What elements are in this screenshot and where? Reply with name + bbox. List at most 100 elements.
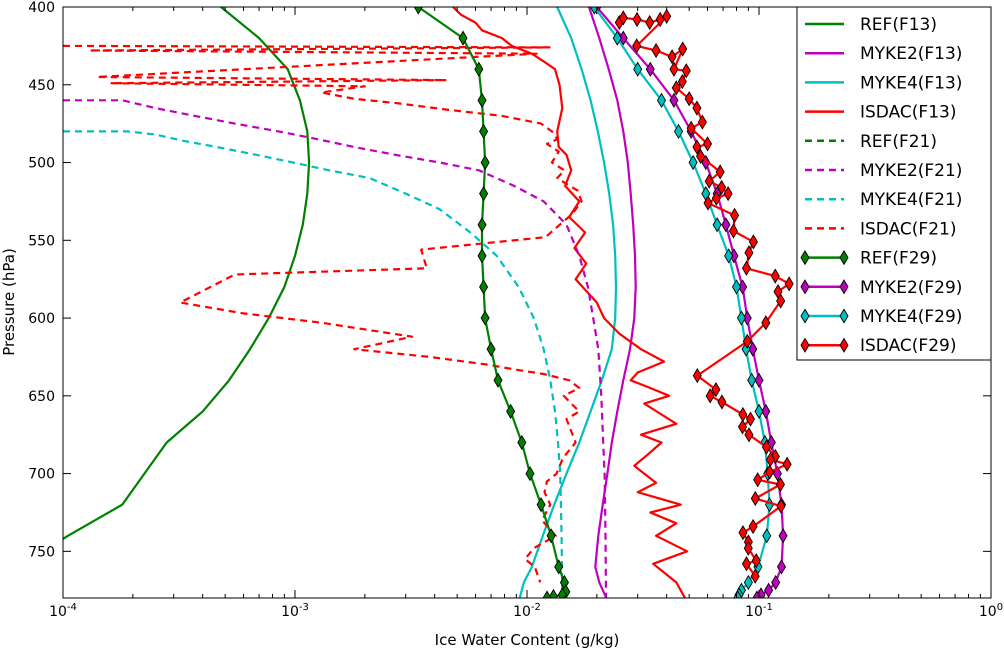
- series-marker: [667, 49, 677, 65]
- series-myke2f21: [63, 99, 608, 598]
- legend-box: [796, 6, 992, 361]
- series-marker: [480, 310, 490, 326]
- series-marker: [632, 38, 642, 54]
- legend-label: REF(F13): [860, 15, 937, 35]
- y-tick-label: 550: [28, 233, 55, 249]
- series-marker: [776, 498, 786, 514]
- series-marker: [751, 553, 761, 569]
- series-marker: [517, 434, 527, 451]
- series-marker: [753, 472, 763, 488]
- series-marker: [741, 260, 751, 276]
- series-marker: [645, 14, 655, 31]
- legend-item: MYKE2(F13): [805, 44, 962, 64]
- series-marker: [704, 173, 714, 189]
- series-marker: [669, 61, 679, 77]
- series-marker: [705, 388, 715, 404]
- x-tick-label: 10-1: [745, 602, 773, 620]
- series-marker: [684, 91, 694, 107]
- legend-label: MYKE4(F29): [860, 307, 962, 327]
- series-marker: [645, 61, 655, 77]
- series-marker: [692, 139, 702, 155]
- legend-item: ISDAC(F29): [800, 336, 956, 356]
- legend-item: REF(F21): [805, 132, 937, 152]
- series-marker: [754, 372, 764, 388]
- series-myke2f29: [592, 7, 788, 598]
- series-marker: [692, 100, 702, 116]
- series-marker: [784, 276, 794, 292]
- series-marker: [762, 528, 772, 544]
- x-tick-label: 10-2: [513, 602, 541, 620]
- series-marker: [731, 279, 742, 295]
- series-marker: [748, 518, 758, 535]
- series-marker: [742, 333, 752, 350]
- series-marker: [479, 123, 489, 140]
- legend-item: MYKE4(F29): [800, 307, 962, 327]
- legend-item: ISDAC(F13): [805, 103, 956, 123]
- x-axis-label: Ice Water Content (g/kg): [435, 631, 620, 649]
- series-marker: [711, 190, 721, 206]
- series-reff13: [63, 7, 311, 540]
- series-marker: [612, 30, 622, 46]
- legend-item: MYKE4(F13): [805, 73, 962, 93]
- series-marker: [681, 63, 691, 79]
- series-marker: [717, 179, 727, 196]
- series-marker: [589, 7, 599, 15]
- series-marker: [736, 310, 746, 326]
- series-marker: [692, 367, 702, 384]
- series-line: [63, 99, 608, 598]
- series-marker: [782, 456, 792, 472]
- series-marker: [754, 403, 764, 420]
- series-marker: [542, 590, 552, 598]
- series-marker: [717, 394, 727, 410]
- series-marker: [741, 556, 751, 572]
- series-marker: [618, 30, 628, 46]
- series-marker: [764, 582, 774, 598]
- series-marker: [525, 465, 535, 482]
- y-tick-label: 500: [28, 156, 55, 172]
- series-marker: [776, 293, 786, 309]
- series-myke4f21: [63, 130, 564, 598]
- series-marker: [738, 525, 748, 541]
- series-marker: [776, 559, 787, 575]
- series-line: [63, 130, 564, 598]
- series-marker: [737, 419, 748, 435]
- legend-item: MYKE4(F21): [805, 190, 962, 210]
- x-tick-label: 100: [979, 602, 1003, 620]
- series-line: [63, 7, 311, 540]
- series-marker: [662, 8, 672, 24]
- series-line: [452, 7, 689, 598]
- y-axis-label: Pressure (hPa): [0, 248, 18, 356]
- series-marker: [733, 590, 743, 598]
- series-marker: [771, 574, 781, 591]
- series-marker: [839, 308, 849, 324]
- series-marker: [738, 279, 748, 295]
- series-marker: [633, 61, 643, 77]
- series-marker: [711, 381, 721, 398]
- series-marker: [703, 195, 713, 211]
- series-marker: [651, 42, 661, 59]
- series-layer: [63, 7, 794, 598]
- series-marker: [712, 217, 722, 233]
- series-marker: [477, 217, 487, 233]
- series-marker: [493, 372, 503, 388]
- series-marker: [703, 136, 713, 152]
- legend-item: MYKE2(F21): [805, 161, 962, 181]
- series-marker: [745, 411, 756, 427]
- series-marker: [697, 114, 707, 130]
- legend-label: MYKE2(F29): [860, 278, 962, 298]
- series-marker: [536, 497, 546, 513]
- series-marker: [618, 10, 628, 26]
- series-marker: [557, 587, 567, 598]
- series-marker: [479, 279, 489, 295]
- series-marker: [744, 427, 754, 443]
- series-marker: [678, 41, 688, 57]
- series-marker: [554, 559, 564, 575]
- x-tick-label: 10-3: [281, 602, 309, 620]
- series-marker: [477, 92, 487, 108]
- series-isdacf21: [63, 44, 583, 583]
- y-tick-label: 450: [28, 78, 55, 94]
- legend-label: ISDAC(F21): [860, 219, 956, 239]
- y-tick-label: 700: [28, 467, 55, 483]
- series-marker: [479, 185, 489, 202]
